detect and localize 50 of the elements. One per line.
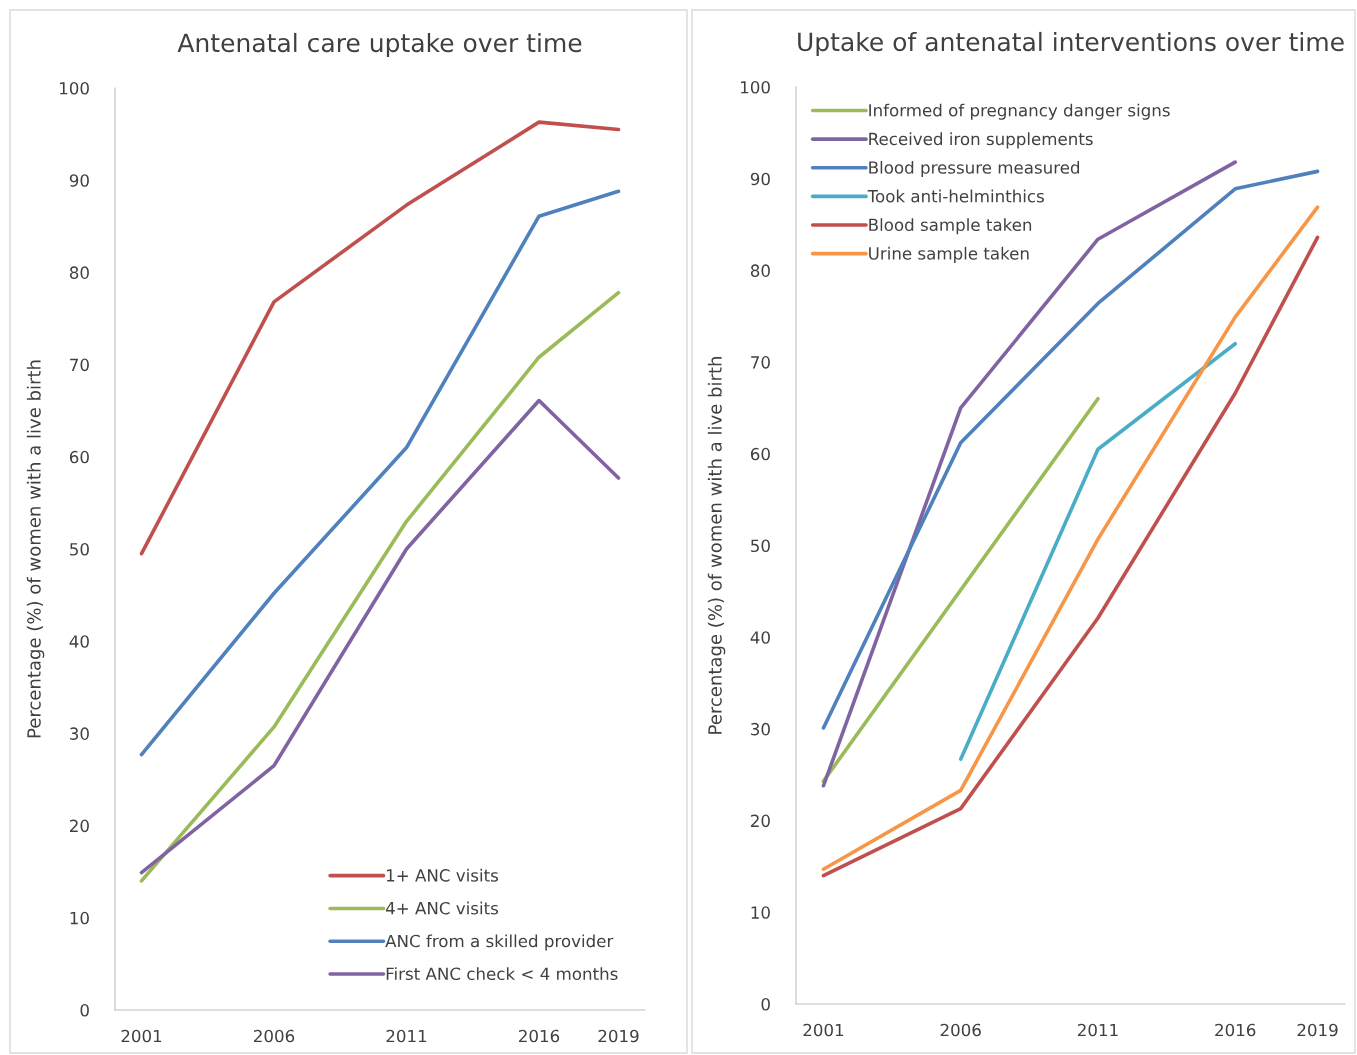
- y-tick-label: 10: [70, 911, 89, 925]
- y-tick-label: 10: [751, 906, 770, 919]
- y-tick-label: 90: [69, 174, 89, 187]
- y-tick-label: 70: [70, 358, 89, 372]
- x-tick-label: 2019: [1297, 1023, 1338, 1037]
- x-tick-label: 2011: [1077, 1023, 1118, 1037]
- line-series: [139, 189, 621, 757]
- y-tick-label: 40: [69, 635, 89, 648]
- x-tick-label: 2016: [1215, 1023, 1256, 1037]
- chart-title: Antenatal care uptake over time: [177, 32, 582, 58]
- x-tick-label: 2011: [386, 1029, 427, 1043]
- y-tick-label: 90: [750, 172, 770, 186]
- legend-label: 1+ ANC visits: [386, 868, 499, 882]
- y-tick-label: 50: [751, 539, 770, 553]
- y-tick-label: 80: [69, 266, 89, 279]
- y-axis-title: Percentage (%) of women with a live birth: [26, 360, 45, 738]
- chart-title: Uptake of antenatal interventions over time: [798, 31, 1344, 57]
- x-tick-label: 2006: [254, 1029, 295, 1043]
- legend-label: Blood pressure measured: [869, 160, 1080, 178]
- legend-label: ANC from a skilled provider: [385, 934, 614, 951]
- y-axis-title: Percentage (%) of women with a live birth: [707, 357, 726, 734]
- y-tick-label: 30: [70, 727, 89, 740]
- legend-label: Took anti-helminthics: [867, 189, 1044, 203]
- y-tick-label: 50: [70, 542, 89, 556]
- y-tick-label: 80: [750, 264, 770, 277]
- legend-label: First ANC check < 4 months: [386, 967, 618, 981]
- line-series: [139, 120, 621, 556]
- y-tick-label: 30: [751, 722, 770, 736]
- y-tick-label: 40: [750, 631, 770, 644]
- line-series: [139, 290, 621, 883]
- x-tick-label: 2001: [803, 1023, 844, 1037]
- y-tick-label: 0: [80, 1003, 89, 1017]
- y-tick-label: 20: [70, 819, 89, 833]
- legend-label: 4+ ANC visits: [385, 901, 499, 915]
- legend-label: Informed of pregnancy danger signs: [869, 103, 1170, 120]
- y-tick-label: 60: [750, 447, 770, 461]
- x-tick-label: 2006: [940, 1023, 981, 1037]
- line-series: [821, 160, 1238, 788]
- x-tick-label: 2019: [598, 1029, 639, 1043]
- y-tick-label: 20: [751, 814, 770, 828]
- legend-label: Received iron supplements: [869, 132, 1093, 149]
- x-tick-label: 2001: [121, 1029, 162, 1043]
- legend-label: Blood sample taken: [869, 218, 1032, 235]
- y-tick-label: 100: [60, 81, 89, 95]
- x-tick-label: 2016: [519, 1029, 560, 1043]
- y-tick-label: 60: [69, 450, 89, 464]
- y-tick-label: 70: [751, 356, 770, 369]
- y-tick-label: 100: [741, 80, 770, 94]
- legend-label: Urine sample taken: [869, 246, 1029, 263]
- y-tick-label: 0: [761, 997, 770, 1011]
